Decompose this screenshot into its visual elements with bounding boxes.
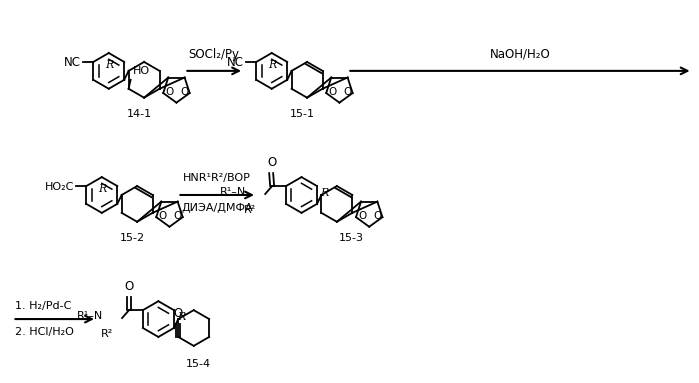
Text: 15-2: 15-2 — [120, 233, 145, 243]
Text: NC: NC — [64, 56, 81, 69]
Text: R¹–N: R¹–N — [220, 187, 246, 197]
Text: R: R — [320, 188, 329, 198]
Text: O: O — [268, 156, 277, 169]
Text: SOCl₂/Py: SOCl₂/Py — [189, 48, 240, 61]
Text: O: O — [358, 211, 366, 221]
Text: O: O — [373, 211, 382, 221]
Text: O: O — [173, 307, 183, 320]
Text: R¹–N: R¹–N — [77, 311, 103, 321]
Text: ДИЭА/ДМФА: ДИЭА/ДМФА — [181, 203, 253, 213]
Text: NaOH/H₂O: NaOH/H₂O — [489, 48, 550, 61]
Text: 1. H₂/Pd-C: 1. H₂/Pd-C — [15, 301, 72, 311]
Text: O: O — [343, 87, 352, 97]
Text: O: O — [173, 211, 182, 221]
Text: 2. HCl/H₂O: 2. HCl/H₂O — [15, 327, 74, 337]
Text: R²: R² — [244, 205, 257, 215]
Text: HNR¹R²/BOP: HNR¹R²/BOP — [183, 173, 251, 183]
Text: 15-1: 15-1 — [289, 109, 315, 119]
Text: O: O — [329, 87, 336, 97]
Text: O: O — [165, 87, 173, 97]
Text: 15-4: 15-4 — [186, 359, 211, 369]
Text: R: R — [268, 60, 277, 70]
Text: O: O — [158, 211, 166, 221]
Text: O: O — [180, 87, 189, 97]
Text: HO₂C: HO₂C — [45, 182, 74, 192]
Text: NC: NC — [227, 56, 245, 69]
Text: HO: HO — [133, 66, 150, 76]
Text: R²: R² — [101, 329, 113, 339]
Text: 15-3: 15-3 — [339, 233, 364, 243]
Text: R: R — [99, 184, 107, 194]
Text: 14-1: 14-1 — [127, 109, 152, 119]
Text: O: O — [124, 280, 134, 293]
Text: R: R — [177, 312, 185, 322]
Text: R: R — [106, 60, 114, 70]
